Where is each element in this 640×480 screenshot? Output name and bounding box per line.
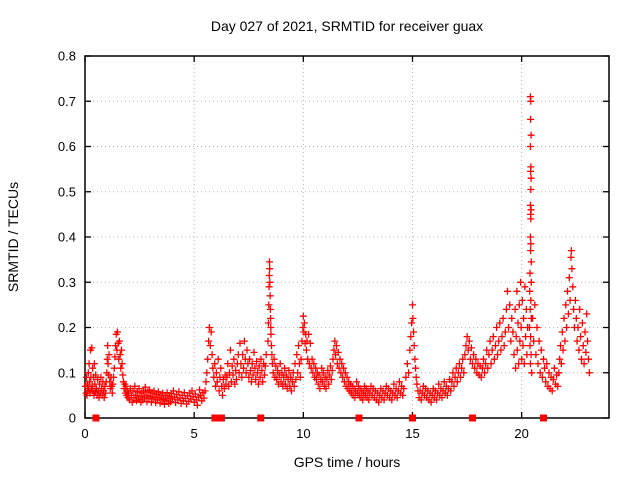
x-tick-label: 15 (405, 426, 419, 441)
x-tick-label: 10 (296, 426, 310, 441)
axis-marker-square (469, 414, 477, 422)
y-axis-label: SRMTID / TECUs (5, 182, 21, 292)
y-tick-label: 0.7 (58, 94, 76, 109)
axis-marker-square (257, 414, 265, 422)
y-tick-label: 0.3 (58, 275, 76, 290)
x-tick-labels: 0 5 10 15 20 (81, 426, 529, 441)
y-tick-label: 0.6 (58, 139, 76, 154)
y-tick-label: 0.8 (58, 49, 76, 64)
axis-marker-square (540, 414, 547, 422)
axis-marker-square (355, 414, 363, 422)
x-tick-label: 20 (514, 426, 528, 441)
y-tick-label: 0.4 (58, 230, 76, 245)
chart-title: Day 027 of 2021, SRMTID for receiver gua… (211, 18, 483, 34)
x-axis-label: GPS time / hours (294, 454, 401, 470)
x-tick-label: 5 (191, 426, 198, 441)
axis-marker-square (217, 414, 225, 422)
axis-marker-square (409, 414, 416, 422)
y-tick-label: 0.1 (58, 365, 76, 380)
axis-marker-squares (92, 414, 547, 422)
y-tick-labels: 0 0.1 0.2 0.3 0.4 0.5 0.6 0.7 0.8 (58, 49, 76, 426)
x-tick-label: 0 (81, 426, 88, 441)
y-tick-label: 0.2 (58, 320, 76, 335)
y-tick-label: 0.5 (58, 184, 76, 199)
data-points (81, 93, 593, 409)
axis-marker-square (92, 414, 100, 422)
scatter-points-path (81, 93, 593, 409)
axis-marker-square (211, 414, 219, 422)
y-tick-label: 0 (69, 411, 76, 426)
